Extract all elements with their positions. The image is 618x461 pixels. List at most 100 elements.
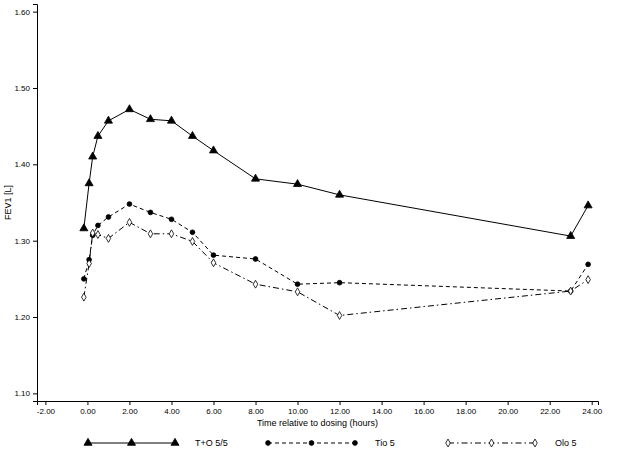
series-marker	[337, 312, 342, 320]
y-tick: 1.50	[14, 84, 37, 93]
series-line	[84, 109, 588, 236]
series-marker	[584, 201, 592, 208]
series-marker	[90, 229, 95, 237]
series-marker	[146, 115, 154, 122]
series-marker	[127, 202, 132, 207]
legend-marker	[309, 441, 314, 446]
x-tick-label: 6.00	[206, 407, 222, 416]
x-tick-mark	[550, 401, 551, 405]
legend-marker	[533, 439, 538, 447]
x-tick-label: 8.00	[248, 407, 264, 416]
y-tick-mark	[33, 88, 37, 89]
legend: T+O 5/5 Tio 5 Olo 5	[84, 438, 577, 448]
chart-svg: -2.000.002.004.006.008.0010.0012.0014.00…	[0, 0, 618, 461]
series-marker	[169, 217, 174, 222]
y-tick-mark	[33, 317, 37, 318]
x-tick: 16.00	[414, 401, 435, 416]
series-marker	[89, 152, 97, 159]
x-tick-label: 18.00	[456, 407, 477, 416]
x-tick: 18.00	[456, 401, 477, 416]
x-axis-title: Time relative to dosing (hours)	[257, 418, 378, 428]
legend-item: Tio 5	[266, 438, 395, 448]
legend-marker	[353, 441, 358, 446]
legend-marker	[266, 441, 271, 446]
y-tick: 1.30	[14, 237, 37, 246]
x-tick-label: 10.00	[288, 407, 309, 416]
legend-marker	[127, 438, 135, 445]
y-axis-line	[33, 5, 38, 402]
x-tick-label: 16.00	[414, 407, 435, 416]
series-marker	[167, 116, 175, 123]
series-marker	[148, 230, 153, 238]
y-tick-mark	[33, 393, 37, 394]
series-marker	[169, 230, 174, 238]
y-tick-mark	[33, 241, 37, 242]
series-marker	[190, 237, 195, 245]
y-tick-label: 1.30	[14, 237, 30, 246]
series-marker	[211, 259, 216, 267]
x-tick-mark	[45, 401, 46, 405]
y-tick-mark	[33, 12, 37, 13]
x-tick: 2.00	[122, 401, 138, 416]
series-marker	[586, 276, 591, 284]
legend-item: Olo 5	[446, 438, 577, 448]
series-marker	[106, 215, 111, 220]
y-tick: 1.60	[14, 8, 37, 17]
series-marker	[568, 287, 573, 295]
x-tick: 6.00	[206, 401, 222, 416]
x-tick: 14.00	[372, 401, 393, 416]
series-marker	[125, 105, 133, 112]
x-tick: -2.00	[37, 401, 56, 416]
x-tick-mark	[592, 401, 593, 405]
x-tick: 8.00	[248, 401, 264, 416]
data-area	[80, 105, 592, 320]
x-tick-mark	[298, 401, 299, 405]
y-tick-label: 1.40	[14, 160, 30, 169]
y-tick: 1.10	[14, 389, 37, 398]
series-marker	[190, 230, 195, 235]
x-tick-mark	[256, 401, 257, 405]
x-tick: 12.00	[330, 401, 351, 416]
y-tick: 1.40	[14, 160, 37, 169]
series-marker	[106, 234, 111, 242]
y-tick: 1.20	[14, 313, 37, 322]
x-tick-mark	[466, 401, 467, 405]
series-marker	[295, 288, 300, 296]
series-marker	[295, 282, 300, 287]
x-tick: 20.00	[498, 401, 519, 416]
x-tick-mark	[87, 401, 88, 405]
x-tick-mark	[129, 401, 130, 405]
series-marker	[336, 190, 344, 197]
y-tick-label: 1.50	[14, 84, 30, 93]
plot-root: -2.000.002.004.006.008.0010.0012.0014.00…	[14, 5, 602, 416]
y-tick-label: 1.20	[14, 313, 30, 322]
legend-label: Tio 5	[375, 438, 395, 448]
series-marker	[85, 179, 93, 186]
y-tick-label: 1.10	[14, 389, 30, 398]
legend-label: Olo 5	[555, 438, 577, 448]
series-marker	[127, 218, 132, 226]
series-marker	[148, 210, 153, 215]
series-marker	[253, 280, 258, 288]
series-marker	[251, 174, 259, 181]
y-axis-title: FEV1 [L]	[3, 185, 13, 220]
series-marker	[253, 257, 258, 262]
x-tick: 4.00	[164, 401, 180, 416]
legend-marker	[84, 438, 92, 445]
series-marker	[211, 253, 216, 258]
legend-label: T+O 5/5	[195, 438, 228, 448]
x-tick-label: 2.00	[122, 407, 138, 416]
series-line	[84, 204, 588, 291]
series-marker	[81, 276, 86, 281]
series-line	[84, 222, 588, 315]
series-marker	[104, 116, 112, 123]
legend-marker	[446, 439, 451, 447]
series-marker	[294, 180, 302, 187]
legend-item: T+O 5/5	[84, 438, 228, 448]
series-marker	[80, 224, 88, 231]
series-marker	[82, 293, 87, 301]
series-marker	[94, 131, 102, 138]
series-marker	[96, 231, 101, 239]
x-tick-mark	[340, 401, 341, 405]
x-tick-label: 12.00	[330, 407, 351, 416]
